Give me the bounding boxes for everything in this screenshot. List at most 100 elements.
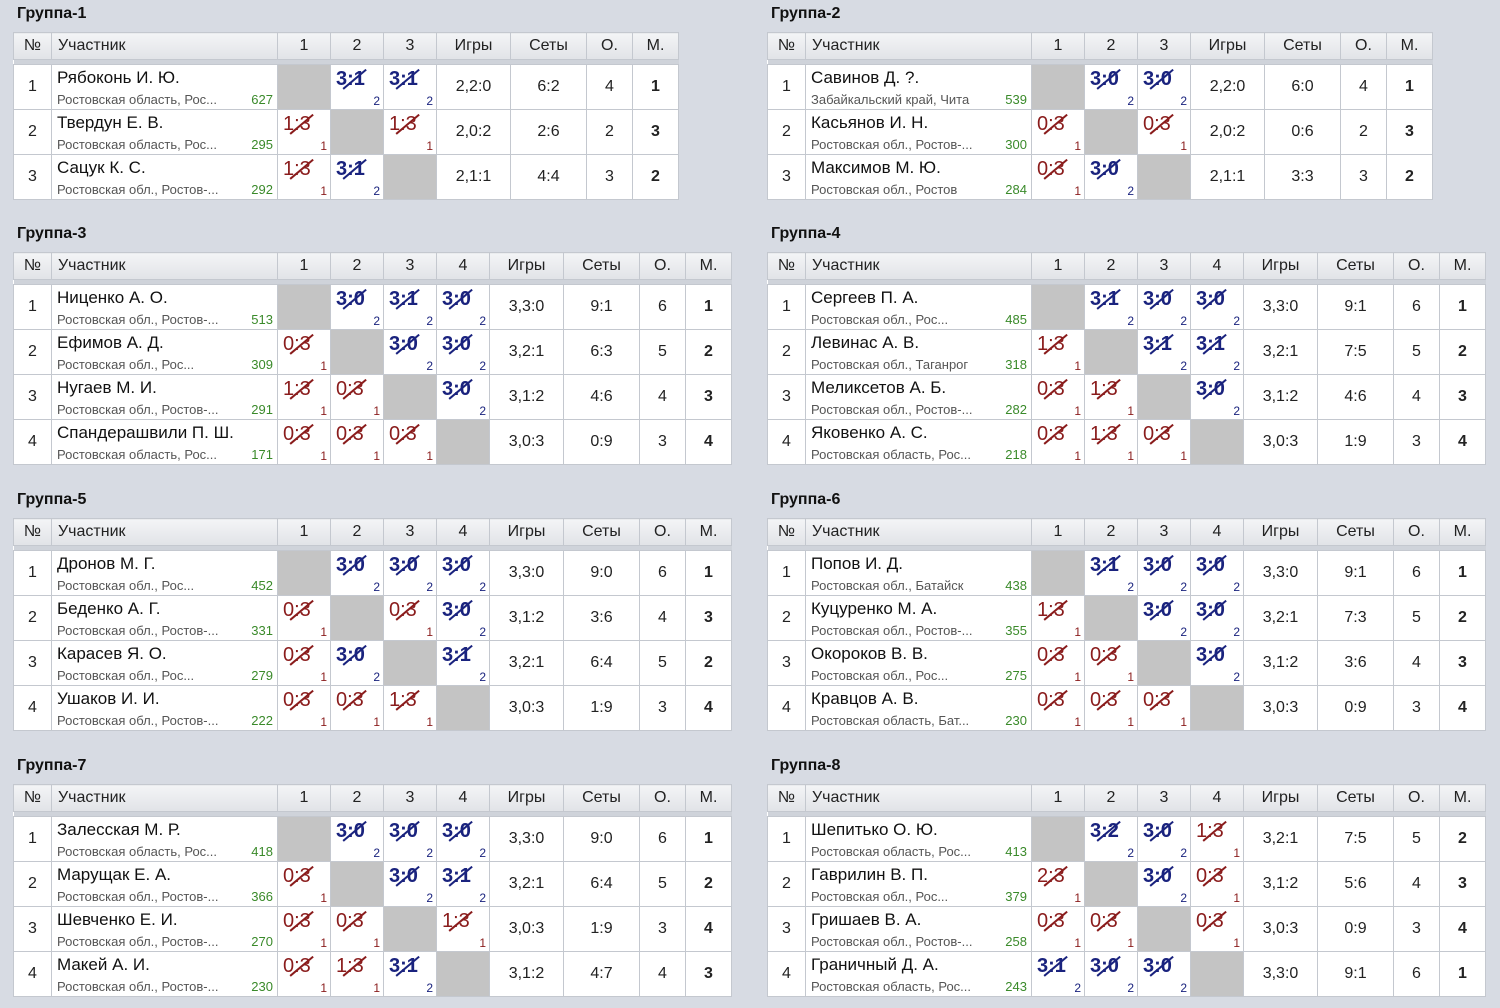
player-name[interactable]: Сергеев П. А.	[811, 288, 919, 307]
player-cell[interactable]: Касьянов И. Н. Ростовская обл., Ростов-..…	[805, 109, 1032, 155]
player-cell[interactable]: Меликсетов А. Б. Ростовская обл., Ростов-…	[805, 374, 1032, 420]
player-name[interactable]: Нугаев М. И.	[57, 378, 157, 397]
match-result-cell[interactable]: 3:0 2	[383, 329, 437, 375]
match-result-cell[interactable]: 3:0 2	[436, 595, 490, 641]
match-result-cell[interactable]: 0:3 1	[1031, 154, 1085, 200]
player-name[interactable]: Макей А. И.	[57, 955, 150, 974]
player-name[interactable]: Максимов М. Ю.	[811, 158, 941, 177]
player-cell[interactable]: Шепитько О. Ю. Ростовская область, Рос...…	[805, 816, 1032, 862]
match-result-cell[interactable]: 0:3 1	[383, 595, 437, 641]
match-result-cell[interactable]: 3:0 2	[1137, 861, 1191, 907]
player-name[interactable]: Кравцов А. В.	[811, 689, 919, 708]
match-result-cell[interactable]: 0:3 1	[1031, 906, 1085, 952]
match-result-cell[interactable]: 0:3 1	[277, 906, 331, 952]
match-result-cell[interactable]: 3:1 2	[1190, 329, 1244, 375]
player-cell[interactable]: Залесская М. Р. Ростовская область, Рос..…	[51, 816, 278, 862]
match-result-cell[interactable]: 3:0 2	[1137, 816, 1191, 862]
match-result-cell[interactable]: 0:3 1	[1031, 374, 1085, 420]
match-result-cell[interactable]: 3:0 2	[1084, 64, 1138, 110]
player-name[interactable]: Шепитько О. Ю.	[811, 820, 938, 839]
player-name[interactable]: Твердун Е. В.	[57, 113, 164, 132]
match-result-cell[interactable]: 0:3 1	[1190, 906, 1244, 952]
match-result-cell[interactable]: 3:2 2	[1084, 816, 1138, 862]
match-result-cell[interactable]: 1:3 1	[1084, 374, 1138, 420]
match-result-cell[interactable]: 3:0 2	[1137, 64, 1191, 110]
match-result-cell[interactable]: 3:0 2	[1190, 550, 1244, 596]
match-result-cell[interactable]: 1:3 1	[277, 374, 331, 420]
match-result-cell[interactable]: 3:0 2	[1137, 951, 1191, 997]
player-name[interactable]: Сацук К. С.	[57, 158, 146, 177]
match-result-cell[interactable]: 0:3 1	[277, 861, 331, 907]
player-cell[interactable]: Куцуренко М. А. Ростовская обл., Ростов-.…	[805, 595, 1032, 641]
player-cell[interactable]: Ниценко А. О. Ростовская обл., Ростов-...…	[51, 284, 278, 330]
match-result-cell[interactable]: 2:3 1	[1031, 861, 1085, 907]
match-result-cell[interactable]: 0:3 1	[330, 374, 384, 420]
match-result-cell[interactable]: 1:3 1	[277, 109, 331, 155]
match-result-cell[interactable]: 3:0 2	[436, 374, 490, 420]
match-result-cell[interactable]: 1:3 1	[1031, 329, 1085, 375]
player-name[interactable]: Дронов М. Г.	[57, 554, 156, 573]
match-result-cell[interactable]: 3:0 2	[383, 861, 437, 907]
match-result-cell[interactable]: 3:1 2	[1031, 951, 1085, 997]
player-cell[interactable]: Спандерашвили П. Ш. Ростовская область, Р…	[51, 419, 278, 465]
match-result-cell[interactable]: 0:3 1	[277, 419, 331, 465]
match-result-cell[interactable]: 3:0 2	[1137, 595, 1191, 641]
match-result-cell[interactable]: 1:3 1	[383, 109, 437, 155]
match-result-cell[interactable]: 0:3 1	[1084, 906, 1138, 952]
match-result-cell[interactable]: 1:3 1	[436, 906, 490, 952]
player-cell[interactable]: Карасев Я. О. Ростовская обл., Рос... 279	[51, 640, 278, 686]
player-name[interactable]: Спандерашвили П. Ш.	[57, 423, 234, 442]
match-result-cell[interactable]: 0:3 1	[1084, 640, 1138, 686]
player-name[interactable]: Ушаков И. И.	[57, 689, 160, 708]
match-result-cell[interactable]: 1:3 1	[1031, 595, 1085, 641]
player-name[interactable]: Марущак Е. А.	[57, 865, 172, 884]
player-cell[interactable]: Сацук К. С. Ростовская обл., Ростов-... 29…	[51, 154, 278, 200]
match-result-cell[interactable]: 3:0 2	[330, 284, 384, 330]
match-result-cell[interactable]: 0:3 1	[277, 329, 331, 375]
player-name[interactable]: Ниценко А. О.	[57, 288, 168, 307]
match-result-cell[interactable]: 3:1 2	[383, 951, 437, 997]
player-cell[interactable]: Гришаев В. А. Ростовская обл., Ростов-...…	[805, 906, 1032, 952]
player-cell[interactable]: Ефимов А. Д. Ростовская обл., Рос... 309	[51, 329, 278, 375]
player-name[interactable]: Шевченко Е. И.	[57, 910, 178, 929]
match-result-cell[interactable]: 3:0 2	[330, 640, 384, 686]
player-cell[interactable]: Яковенко А. С. Ростовская область, Рос...…	[805, 419, 1032, 465]
match-result-cell[interactable]: 3:0 2	[1190, 595, 1244, 641]
player-cell[interactable]: Сергеев П. А. Ростовская обл., Рос... 485	[805, 284, 1032, 330]
player-name[interactable]: Савинов Д. ?.	[811, 68, 920, 87]
player-cell[interactable]: Дронов М. Г. Ростовская обл., Рос... 452	[51, 550, 278, 596]
match-result-cell[interactable]: 0:3 1	[330, 419, 384, 465]
player-name[interactable]: Карасев Я. О.	[57, 644, 167, 663]
match-result-cell[interactable]: 1:3 1	[1084, 419, 1138, 465]
match-result-cell[interactable]: 3:0 2	[1190, 374, 1244, 420]
match-result-cell[interactable]: 3:1 2	[436, 861, 490, 907]
player-cell[interactable]: Попов И. Д. Ростовская обл., Батайск 438	[805, 550, 1032, 596]
match-result-cell[interactable]: 1:3 1	[277, 154, 331, 200]
match-result-cell[interactable]: 0:3 1	[277, 640, 331, 686]
player-cell[interactable]: Савинов Д. ?. Забайкальский край, Чита 539	[805, 64, 1032, 110]
player-cell[interactable]: Окороков В. В. Ростовская обл., Рос... 275	[805, 640, 1032, 686]
player-name[interactable]: Рябоконь И. Ю.	[57, 68, 180, 87]
match-result-cell[interactable]: 3:0 2	[1137, 284, 1191, 330]
match-result-cell[interactable]: 3:0 2	[436, 816, 490, 862]
match-result-cell[interactable]: 3:1 2	[1084, 284, 1138, 330]
player-name[interactable]: Меликсетов А. Б.	[811, 378, 947, 397]
match-result-cell[interactable]: 3:0 2	[383, 816, 437, 862]
match-result-cell[interactable]: 3:0 2	[1084, 154, 1138, 200]
match-result-cell[interactable]: 3:1 2	[383, 64, 437, 110]
match-result-cell[interactable]: 0:3 1	[330, 685, 384, 731]
match-result-cell[interactable]: 0:3 1	[1137, 419, 1191, 465]
match-result-cell[interactable]: 3:1 2	[330, 64, 384, 110]
match-result-cell[interactable]: 3:0 2	[1137, 550, 1191, 596]
player-cell[interactable]: Граничный Д. А. Ростовская область, Рос..…	[805, 951, 1032, 997]
player-cell[interactable]: Нугаев М. И. Ростовская обл., Ростов-... 2…	[51, 374, 278, 420]
match-result-cell[interactable]: 0:3 1	[330, 906, 384, 952]
match-result-cell[interactable]: 1:3 1	[330, 951, 384, 997]
player-name[interactable]: Ефимов А. Д.	[57, 333, 164, 352]
match-result-cell[interactable]: 0:3 1	[1031, 685, 1085, 731]
match-result-cell[interactable]: 3:1 2	[1137, 329, 1191, 375]
match-result-cell[interactable]: 3:1 2	[436, 640, 490, 686]
match-result-cell[interactable]: 3:0 2	[383, 550, 437, 596]
player-name[interactable]: Попов И. Д.	[811, 554, 903, 573]
player-cell[interactable]: Твердун Е. В. Ростовская область, Рос... 2…	[51, 109, 278, 155]
